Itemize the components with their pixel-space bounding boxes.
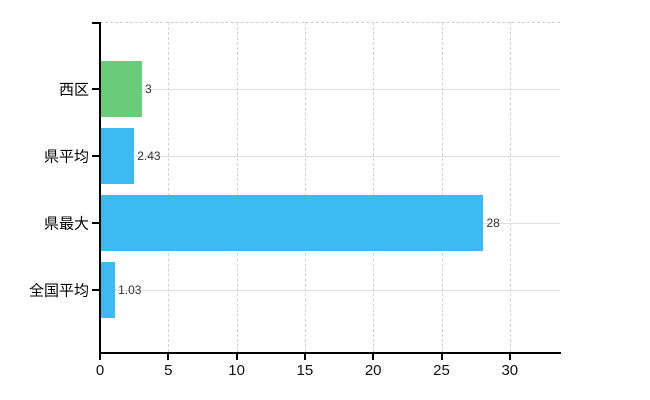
bar-1: 3 — [101, 60, 152, 117]
horizontal-gridline — [100, 155, 560, 157]
x-axis-tick-label: 20 — [364, 362, 382, 379]
bar-value-label: 28 — [486, 215, 500, 230]
category-label-2: 県平均 — [43, 148, 89, 165]
bar-value-label: 3 — [144, 81, 152, 96]
x-axis-line — [99, 352, 561, 354]
y-axis-tick — [92, 154, 99, 157]
x-axis-tick — [303, 354, 306, 360]
horizontal-gridline — [100, 289, 560, 291]
x-axis-tick — [440, 354, 443, 360]
y-axis-tick — [92, 221, 99, 224]
category-label-1: 西区 — [58, 81, 89, 98]
y-axis-tick — [92, 288, 99, 291]
x-axis-tick-label: 30 — [501, 362, 519, 379]
horizontal-gridline — [100, 88, 560, 90]
x-axis-tick-label: 5 — [164, 362, 173, 379]
y-axis-tick — [92, 87, 99, 90]
x-axis-tick-label: 25 — [433, 362, 450, 379]
vertical-gridline — [236, 22, 238, 352]
x-axis-tick — [235, 354, 238, 360]
category-label-4: 全国平均 — [28, 282, 89, 299]
x-axis-tick-label: 10 — [228, 362, 245, 379]
x-axis-tick — [508, 354, 511, 360]
plot-top-border — [100, 22, 560, 23]
bar-4: 1.03 — [101, 261, 141, 318]
y-axis-tick — [92, 22, 99, 24]
vertical-gridline — [441, 22, 443, 352]
vertical-gridline — [168, 22, 170, 352]
x-axis-tick — [167, 354, 170, 360]
x-axis-tick-label: 15 — [296, 362, 314, 379]
vertical-gridline — [304, 22, 306, 352]
vertical-gridline — [373, 22, 375, 352]
bar-3: 28 — [101, 194, 500, 251]
x-axis-tick-label: 0 — [95, 362, 105, 379]
x-axis-tick — [372, 354, 375, 360]
vertical-gridline — [509, 22, 511, 352]
x-axis-tick — [99, 354, 101, 360]
category-label-3: 県最大 — [43, 215, 89, 232]
bar-value-label: 2.43 — [137, 148, 161, 163]
y-axis-line — [99, 22, 101, 352]
bar-value-label: 1.03 — [118, 282, 142, 297]
bar-2: 2.43 — [101, 127, 161, 184]
